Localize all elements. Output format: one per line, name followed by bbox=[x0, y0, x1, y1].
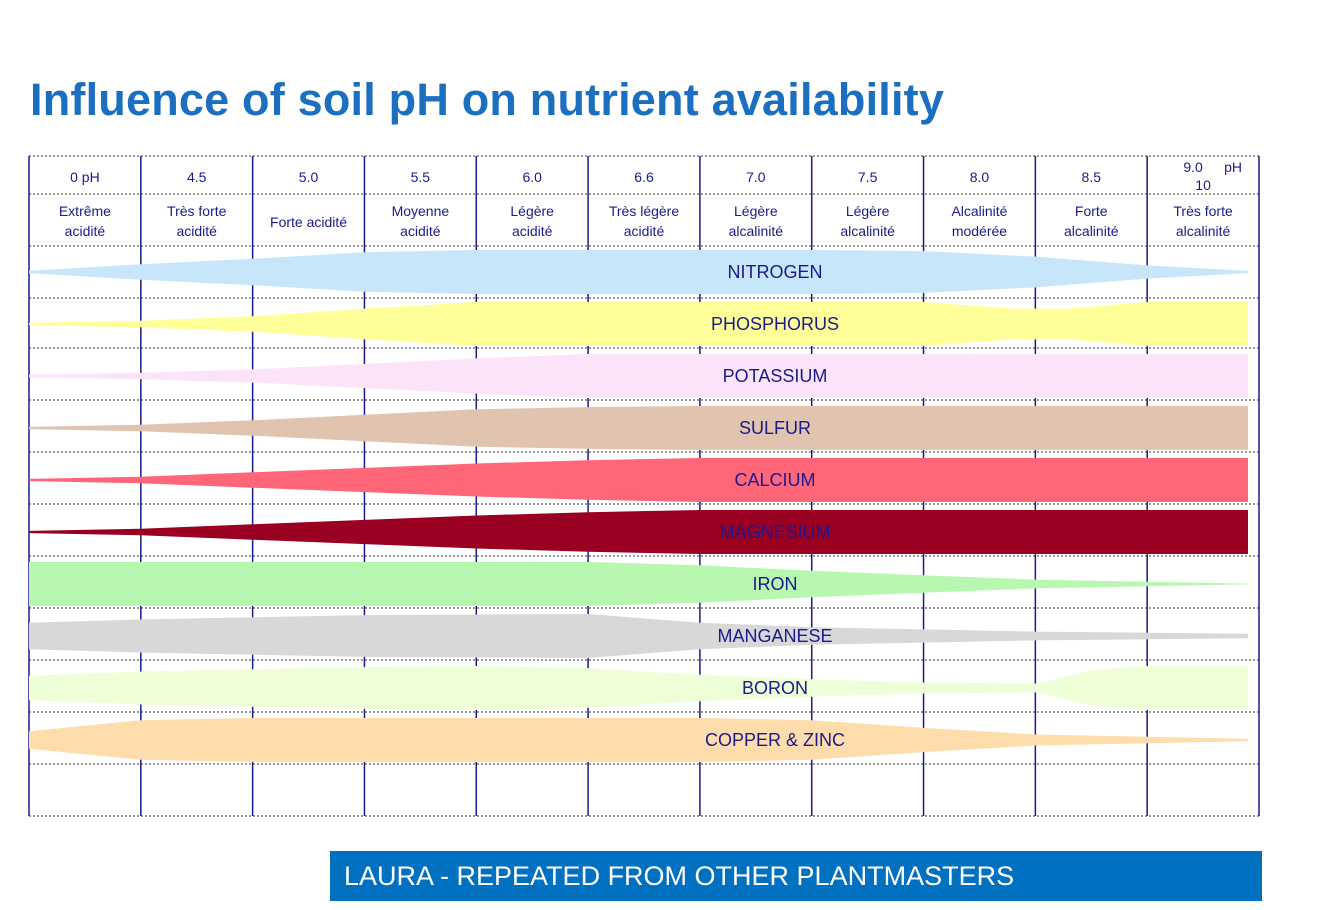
acidity-label: Légère bbox=[510, 203, 554, 219]
band-nitrogen: NITROGEN bbox=[29, 250, 1248, 294]
acidity-label: Très légère bbox=[609, 203, 680, 219]
nutrient-label: BORON bbox=[742, 678, 808, 698]
acidity-label: alcalinité bbox=[840, 223, 895, 239]
acidity-label: Forte bbox=[1075, 203, 1108, 219]
acidity-label: alcalinité bbox=[1176, 223, 1231, 239]
nutrient-label: CALCIUM bbox=[734, 470, 815, 490]
acidity-label: Légère bbox=[846, 203, 890, 219]
band-copper-zinc: COPPER & ZINC bbox=[29, 718, 1248, 762]
nutrient-label: IRON bbox=[753, 574, 798, 594]
ph-header: 0 pH Extrême acidité 4.5 Très forte acidité 5.… bbox=[59, 159, 1242, 239]
acidity-label: Moyenne bbox=[392, 203, 450, 219]
ph-tick-label: 8.5 bbox=[1082, 169, 1102, 185]
acidity-label: acidité bbox=[624, 223, 665, 239]
nutrient-band bbox=[29, 718, 1248, 762]
nutrient-band bbox=[29, 302, 1248, 346]
nutrient-band bbox=[29, 614, 1248, 658]
ph-tick-label: 6.0 bbox=[522, 169, 542, 185]
acidity-label: Légère bbox=[734, 203, 778, 219]
band-manganese: MANGANESE bbox=[29, 614, 1248, 658]
acidity-label: acidité bbox=[65, 223, 106, 239]
acidity-label: Alcalinité bbox=[951, 203, 1007, 219]
ph-tick-label: 5.5 bbox=[411, 169, 431, 185]
ph-tick-label: 7.5 bbox=[858, 169, 878, 185]
nutrient-label: PHOSPHORUS bbox=[711, 314, 839, 334]
acidity-label: Très forte bbox=[167, 203, 227, 219]
acidity-label: acidité bbox=[176, 223, 217, 239]
acidity-label: alcalinité bbox=[1064, 223, 1119, 239]
footer-banner: LAURA - REPEATED FROM OTHER PLANTMASTERS bbox=[330, 851, 1262, 901]
band-boron: BORON bbox=[29, 666, 1248, 710]
ph-tick-label: 0 pH bbox=[70, 169, 100, 185]
acidity-label: modérée bbox=[952, 223, 1007, 239]
nutrient-label: MAGNESIUM bbox=[719, 522, 830, 542]
acidity-label: acidité bbox=[400, 223, 441, 239]
band-phosphorus: PHOSPHORUS bbox=[29, 302, 1248, 346]
nutrient-label: NITROGEN bbox=[727, 262, 822, 282]
ph-unit-label: pH bbox=[1224, 159, 1242, 175]
band-magnesium: MAGNESIUM bbox=[29, 510, 1248, 554]
band-iron: IRON bbox=[29, 562, 1248, 606]
ph-tick-label: 6.6 bbox=[634, 169, 654, 185]
ph-max-label: 10 bbox=[1195, 177, 1211, 193]
acidity-label: Extrême bbox=[59, 203, 111, 219]
ph-tick-label: 5.0 bbox=[299, 169, 319, 185]
band-potassium: POTASSIUM bbox=[29, 354, 1248, 398]
nutrient-band bbox=[29, 406, 1248, 450]
nutrient-label: MANGANESE bbox=[717, 626, 832, 646]
nutrient-band bbox=[29, 354, 1248, 398]
band-calcium: CALCIUM bbox=[29, 458, 1248, 502]
ph-tick-label: 4.5 bbox=[187, 169, 207, 185]
nutrient-band bbox=[29, 666, 1248, 710]
chart-title: Influence of soil pH on nutrient availab… bbox=[30, 74, 945, 125]
acidity-label: acidité bbox=[512, 223, 553, 239]
ph-tick-label: 7.0 bbox=[746, 169, 766, 185]
nutrient-label: POTASSIUM bbox=[723, 366, 828, 386]
acidity-label: Très forte bbox=[1173, 203, 1233, 219]
ph-tick-label: 9.0 bbox=[1183, 159, 1203, 175]
nutrient-band bbox=[29, 510, 1248, 554]
band-sulfur: SULFUR bbox=[29, 406, 1248, 450]
nutrient-band bbox=[29, 458, 1248, 502]
nutrient-label: SULFUR bbox=[739, 418, 811, 438]
nutrient-band bbox=[29, 562, 1248, 606]
acidity-label: alcalinité bbox=[729, 223, 784, 239]
acidity-label: Forte acidité bbox=[270, 214, 347, 230]
nutrient-label: COPPER & ZINC bbox=[705, 730, 845, 750]
nutrient-band bbox=[29, 250, 1248, 294]
ph-tick-label: 8.0 bbox=[970, 169, 990, 185]
